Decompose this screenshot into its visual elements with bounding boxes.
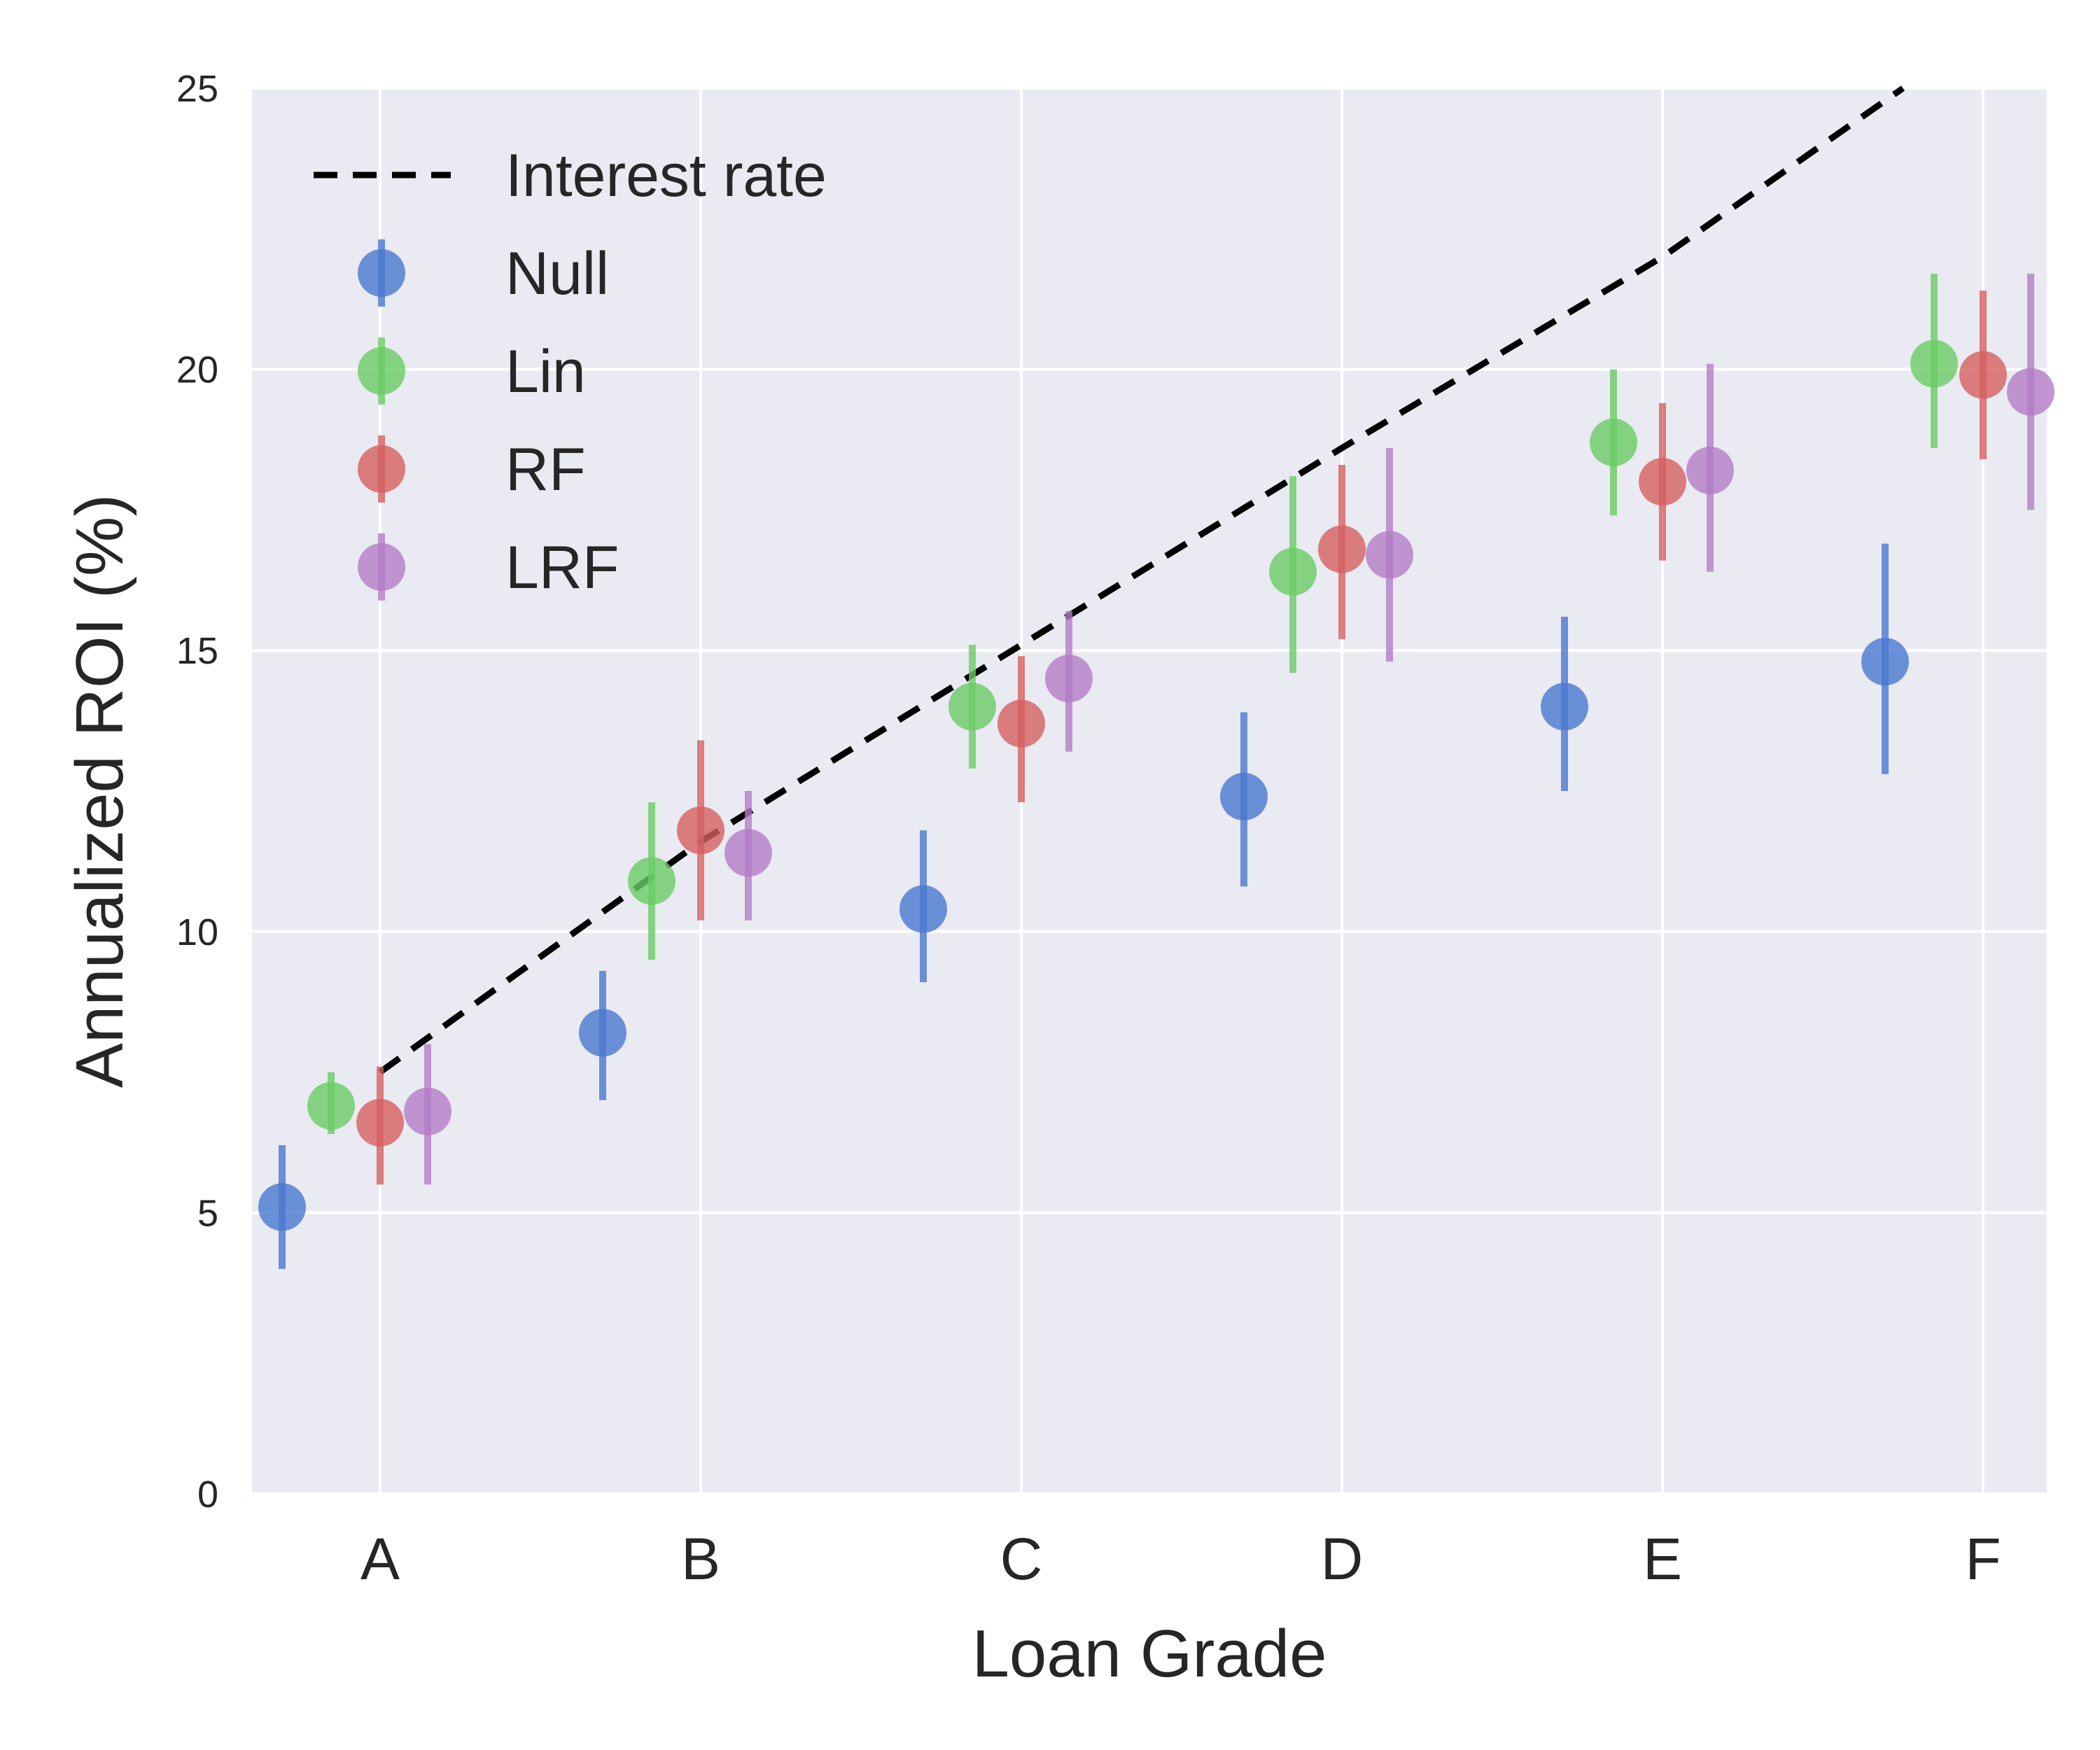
x-tick-label: F <box>1965 1526 2001 1592</box>
point-null <box>258 1183 306 1231</box>
point-null <box>1220 773 1268 821</box>
x-tick-label: E <box>1643 1526 1682 1592</box>
x-tick-label: D <box>1321 1526 1364 1592</box>
legend-label-null: Null <box>505 240 609 307</box>
point-lin <box>1590 419 1637 467</box>
legend-label-lrf: LRF <box>505 534 619 601</box>
y-tick-labels: 0 5 10 15 20 25 <box>176 68 218 1516</box>
x-tick-label: C <box>1000 1526 1043 1592</box>
plot-background <box>252 88 2047 1494</box>
x-tick-label: A <box>360 1526 400 1592</box>
x-tick-label: B <box>681 1526 720 1592</box>
legend-marker-rf <box>358 445 405 493</box>
series-lrf <box>404 274 2054 1185</box>
point-lrf <box>724 829 772 877</box>
point-lrf <box>404 1087 451 1135</box>
y-tick-label: 20 <box>176 349 218 391</box>
point-lin <box>628 857 676 905</box>
point-null <box>899 885 947 933</box>
point-rf <box>997 699 1045 748</box>
point-lrf <box>1686 447 1734 495</box>
x-axis-label: Loan Grade <box>972 1616 1326 1691</box>
point-null <box>579 1009 626 1057</box>
point-null <box>1541 682 1588 731</box>
legend-marker-null <box>358 249 405 297</box>
y-tick-label: 15 <box>176 630 218 672</box>
legend-marker-lin <box>358 347 405 395</box>
point-rf <box>1318 525 1366 573</box>
point-lrf <box>2007 368 2054 416</box>
point-lin <box>307 1082 355 1130</box>
grid-lines <box>252 87 2047 1495</box>
point-lrf <box>1045 654 1093 703</box>
x-tick-labels: A B C D E F <box>360 1526 2001 1592</box>
data-marks <box>258 274 2054 1269</box>
legend-label-interest-rate: Interest rate <box>505 142 827 209</box>
y-tick-label: 0 <box>197 1474 218 1516</box>
point-rf <box>1639 458 1686 506</box>
y-tick-label: 5 <box>197 1192 218 1234</box>
series-rf <box>356 290 2007 1185</box>
series-lin <box>307 274 1958 1134</box>
legend-marker-lrf <box>358 543 405 591</box>
y-axis-label: Annualized ROI (%) <box>62 494 137 1088</box>
point-rf <box>1959 351 2007 399</box>
point-null <box>1861 638 1909 686</box>
y-tick-label: 25 <box>176 68 218 110</box>
point-lin <box>948 682 996 731</box>
legend: Interest rate Null Lin RF LRF <box>314 142 827 601</box>
legend-label-rf: RF <box>505 436 586 503</box>
series-null <box>258 543 1909 1269</box>
y-tick-label: 10 <box>176 911 218 953</box>
point-lin <box>1910 340 1958 388</box>
point-lin <box>1269 547 1317 596</box>
point-rf <box>677 806 724 855</box>
point-lrf <box>1366 531 1413 579</box>
point-rf <box>356 1098 404 1147</box>
legend-label-lin: Lin <box>505 338 586 405</box>
